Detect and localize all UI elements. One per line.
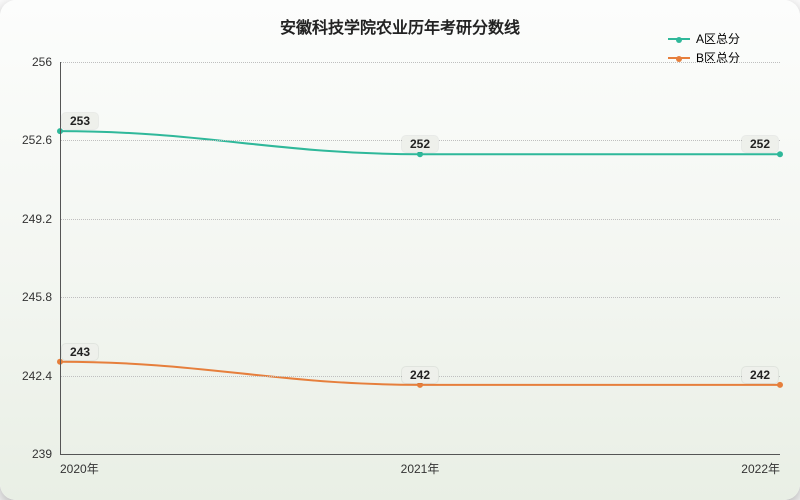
grid-line bbox=[60, 219, 780, 220]
y-axis-line bbox=[60, 62, 61, 454]
series-marker bbox=[777, 151, 783, 157]
series-marker bbox=[777, 382, 783, 388]
plot-area: 239242.4245.8249.2252.62562020年2021年2022… bbox=[60, 62, 780, 454]
y-tick-label: 239 bbox=[32, 447, 60, 461]
y-tick-label: 252.6 bbox=[22, 133, 60, 147]
legend-label-a: A区总分 bbox=[696, 30, 740, 47]
data-label: 252 bbox=[742, 136, 778, 152]
grid-line bbox=[60, 62, 780, 63]
x-tick-label: 2022年 bbox=[741, 454, 780, 477]
data-label: 253 bbox=[62, 113, 98, 129]
legend-swatch-a bbox=[668, 38, 690, 40]
line-layer bbox=[60, 62, 780, 454]
y-tick-label: 245.8 bbox=[22, 290, 60, 304]
legend-item-a: A区总分 bbox=[668, 30, 740, 47]
y-tick-label: 242.4 bbox=[22, 369, 60, 383]
data-label: 252 bbox=[402, 136, 438, 152]
y-tick-label: 256 bbox=[32, 55, 60, 69]
x-axis-line bbox=[60, 454, 780, 455]
data-label: 242 bbox=[742, 367, 778, 383]
data-label: 243 bbox=[62, 344, 98, 360]
y-tick-label: 249.2 bbox=[22, 212, 60, 226]
chart-container: 安徽科技学院农业历年考研分数线 A区总分 B区总分 239242.4245.82… bbox=[0, 0, 800, 500]
grid-line bbox=[60, 297, 780, 298]
legend-swatch-b bbox=[668, 57, 690, 59]
x-tick-label: 2021年 bbox=[401, 454, 440, 477]
data-label: 242 bbox=[402, 367, 438, 383]
x-tick-label: 2020年 bbox=[60, 454, 99, 477]
